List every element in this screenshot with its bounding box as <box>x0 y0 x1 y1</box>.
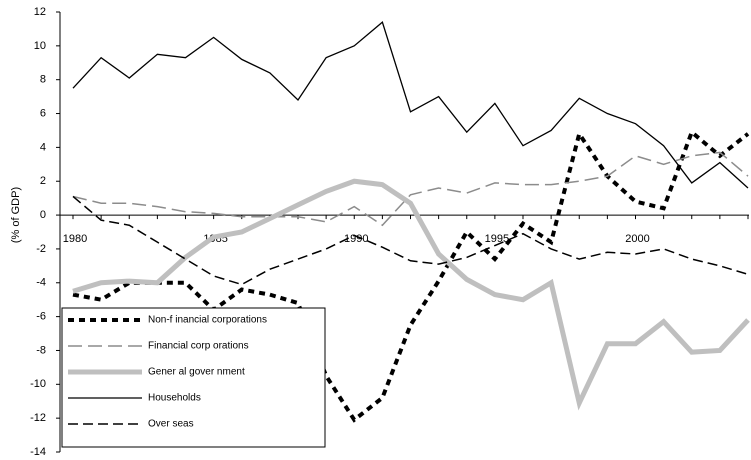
legend: Non-f inancial corporations Financial cor… <box>61 307 326 448</box>
y-tick-label: 10 <box>34 40 46 52</box>
y-tick-label: 8 <box>40 74 46 86</box>
series-line <box>72 195 749 286</box>
y-tick-label: 0 <box>40 209 46 221</box>
y-tick-label: -12 <box>30 412 46 424</box>
x-tick-label: 2000 <box>625 233 649 245</box>
series-line <box>72 21 749 189</box>
y-tick-label: -2 <box>36 243 46 255</box>
y-tick-label: -4 <box>36 277 46 289</box>
y-tick-label: -6 <box>36 311 46 323</box>
legend-label: Financial corp orations <box>148 341 249 352</box>
legend-label: Non-f inancial corporations <box>148 315 267 326</box>
legend-label: Households <box>148 393 201 404</box>
x-tick-label: 1990 <box>344 233 368 245</box>
legend-label: Over seas <box>148 419 194 430</box>
legend-label: Gener al gover nment <box>148 367 245 378</box>
y-tick-label: 2 <box>40 175 46 187</box>
y-tick-label: 4 <box>40 141 46 153</box>
x-tick-label: 1980 <box>63 233 87 245</box>
y-tick-label: 12 <box>34 6 46 18</box>
y-axis-label: (% of GDP) <box>10 187 22 243</box>
y-tick-label: -10 <box>30 378 46 390</box>
series-line <box>72 178 750 411</box>
series-line <box>72 151 749 227</box>
y-tick-label: -8 <box>36 344 46 356</box>
y-tick-label: -14 <box>30 446 46 458</box>
y-tick-label: 6 <box>40 107 46 119</box>
